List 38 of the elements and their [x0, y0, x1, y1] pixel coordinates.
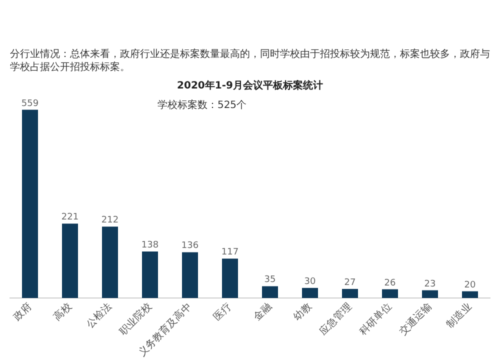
bar	[182, 252, 198, 298]
bar	[262, 286, 278, 298]
x-tick-label: 政府	[11, 300, 34, 324]
data-label: 136	[181, 241, 199, 252]
data-label: 26	[384, 278, 396, 288]
x-tick-label: 职业院校	[117, 300, 154, 338]
annotation: 学校标案数：525个	[157, 99, 247, 111]
chart-subtitle: 分行业情况：总体来看，政府行业还是标案数量最高的，同时学校由于招投标较为规范，标案也较多，政府与学校占据公开招投标标案。	[10, 48, 490, 74]
data-label: 27	[344, 278, 356, 288]
bar	[62, 224, 78, 298]
bar	[342, 288, 358, 298]
x-tick-label: 幼教	[291, 300, 314, 324]
x-tick-label: 应急管理	[317, 300, 354, 338]
data-label: 30	[304, 276, 316, 287]
x-tick-label: 交通运输	[397, 300, 434, 338]
x-tick-label: 制造业	[444, 300, 474, 330]
bar	[102, 226, 118, 298]
bar	[422, 290, 438, 298]
x-tick-label: 公检法	[84, 300, 114, 330]
data-label: 20	[464, 280, 476, 290]
data-label: 221	[61, 212, 79, 223]
x-tick-label: 金融	[251, 300, 274, 324]
data-label: 212	[101, 216, 119, 226]
data-label: 138	[141, 240, 159, 251]
data-label: 35	[264, 275, 276, 286]
bar	[302, 288, 318, 298]
data-label: 559	[21, 98, 39, 109]
bar	[382, 289, 398, 298]
x-tick-label: 医疗	[211, 300, 234, 324]
data-label: 23	[424, 279, 436, 290]
bar	[142, 252, 158, 298]
bar	[222, 258, 238, 298]
chart-title: 2020年1-9月会议平板标案统计	[177, 80, 323, 92]
bar	[462, 291, 478, 298]
x-tick-label: 科研单位	[357, 300, 394, 338]
bar	[22, 110, 38, 298]
data-label: 117	[221, 248, 239, 258]
x-tick-label: 高校	[51, 300, 74, 324]
